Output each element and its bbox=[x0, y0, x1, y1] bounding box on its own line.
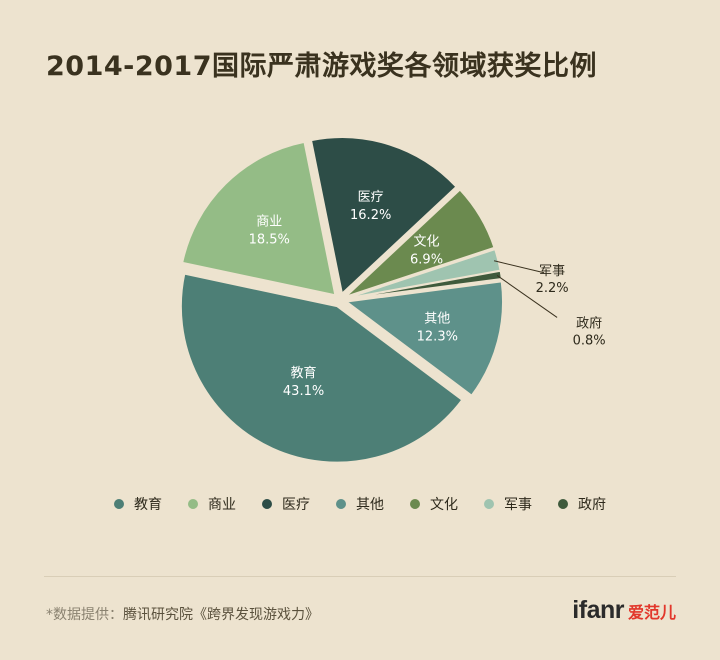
slice-value-3: 2.2% bbox=[536, 281, 569, 296]
pie-slice-5 bbox=[344, 280, 504, 397]
legend-swatch-4 bbox=[410, 499, 420, 509]
slice-value-4: 0.8% bbox=[573, 333, 606, 348]
slice-label-5: 其他 bbox=[424, 312, 450, 327]
logo-en: ifanr bbox=[572, 596, 624, 624]
legend-item-0: 教育 bbox=[114, 494, 162, 514]
legend-swatch-3 bbox=[336, 499, 346, 509]
legend-swatch-1 bbox=[188, 499, 198, 509]
slice-label-4: 政府 bbox=[576, 316, 602, 331]
legend-label-3: 其他 bbox=[356, 497, 384, 513]
slice-value-2: 6.9% bbox=[410, 253, 443, 268]
slice-value-0: 18.5% bbox=[249, 232, 290, 247]
logo-cn: 爱范儿 bbox=[627, 603, 676, 622]
slice-label-1: 医疗 bbox=[358, 190, 384, 205]
legend-label-2: 医疗 bbox=[282, 497, 310, 513]
legend-item-5: 军事 bbox=[484, 494, 532, 514]
slice-value-6: 43.1% bbox=[283, 384, 324, 399]
source-prefix: *数据提供： bbox=[46, 607, 123, 623]
legend-swatch-6 bbox=[558, 499, 568, 509]
legend-swatch-2 bbox=[262, 499, 272, 509]
chart-title: 2014-2017国际严肃游戏奖各领域获奖比例 bbox=[46, 51, 597, 82]
chart-legend: 教育 商业 医疗 其他 文化 军事 政府 bbox=[0, 494, 720, 514]
slice-label-2: 文化 bbox=[414, 235, 440, 250]
pie-chart: 商业 18.5% 医疗 16.2% 文化 6.9% 军事 2.2% 政府 0.8% 其他 12.3% 教… bbox=[180, 136, 606, 464]
pie-slice-6 bbox=[180, 273, 464, 464]
ifanr-logo[interactable]: ifanr 爱范儿 bbox=[572, 596, 676, 625]
legend-item-2: 医疗 bbox=[262, 494, 310, 514]
legend-label-0: 教育 bbox=[134, 497, 162, 513]
slice-value-1: 16.2% bbox=[350, 208, 391, 223]
data-source: *数据提供：腾讯研究院《跨界发现游戏力》 bbox=[46, 604, 319, 624]
legend-label-4: 文化 bbox=[430, 497, 458, 513]
source-text: 腾讯研究院《跨界发现游戏力》 bbox=[123, 607, 319, 623]
pie-slice-2 bbox=[345, 188, 496, 298]
footer-divider bbox=[44, 576, 676, 577]
leader-line-3 bbox=[493, 260, 545, 274]
legend-label-5: 军事 bbox=[504, 497, 532, 513]
legend-swatch-5 bbox=[484, 499, 494, 509]
slice-label-0: 商业 bbox=[256, 214, 282, 229]
pie-slice-1 bbox=[310, 136, 458, 295]
leader-line-4 bbox=[496, 275, 558, 318]
legend-label-1: 商业 bbox=[208, 497, 236, 513]
slice-label-6: 教育 bbox=[291, 365, 317, 381]
legend-item-6: 政府 bbox=[558, 494, 606, 514]
slice-value-5: 12.3% bbox=[417, 330, 458, 345]
legend-label-6: 政府 bbox=[578, 497, 606, 513]
legend-item-4: 文化 bbox=[410, 494, 458, 514]
legend-item-3: 其他 bbox=[336, 494, 384, 514]
slice-label-3: 军事 bbox=[539, 264, 565, 279]
pie-slice-0 bbox=[181, 141, 337, 296]
legend-item-1: 商业 bbox=[188, 494, 236, 514]
legend-swatch-0 bbox=[114, 499, 124, 509]
